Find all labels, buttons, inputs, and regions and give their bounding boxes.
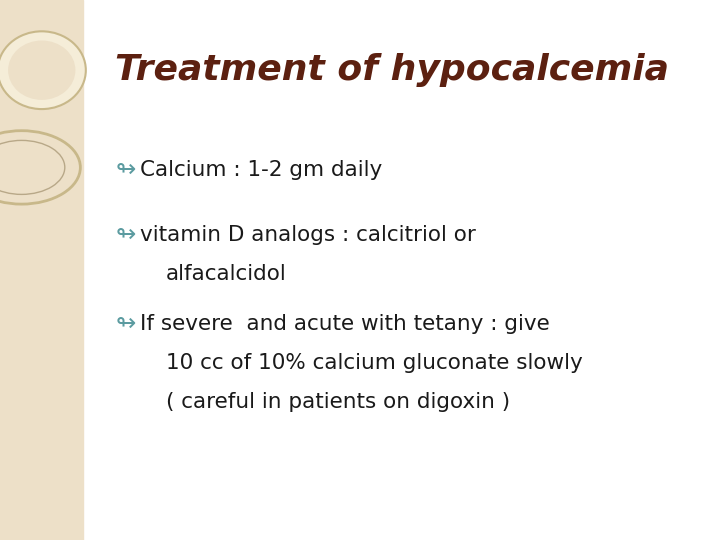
Text: alfacalcidol: alfacalcidol xyxy=(166,264,287,284)
Text: ( careful in patients on digoxin ): ( careful in patients on digoxin ) xyxy=(166,392,510,412)
Ellipse shape xyxy=(8,40,76,100)
Text: ↬: ↬ xyxy=(115,158,135,182)
Ellipse shape xyxy=(0,31,86,109)
Text: If severe  and acute with tetany : give: If severe and acute with tetany : give xyxy=(140,314,550,334)
Text: Calcium : 1-2 gm daily: Calcium : 1-2 gm daily xyxy=(140,160,382,180)
Text: ↬: ↬ xyxy=(115,223,135,247)
FancyBboxPatch shape xyxy=(0,0,83,540)
Text: vitamin D analogs : calcitriol or: vitamin D analogs : calcitriol or xyxy=(140,225,476,245)
Text: Treatment of hypocalcemia: Treatment of hypocalcemia xyxy=(115,53,669,87)
Text: 10 cc of 10% calcium gluconate slowly: 10 cc of 10% calcium gluconate slowly xyxy=(166,353,582,373)
Text: ↬: ↬ xyxy=(115,312,135,336)
